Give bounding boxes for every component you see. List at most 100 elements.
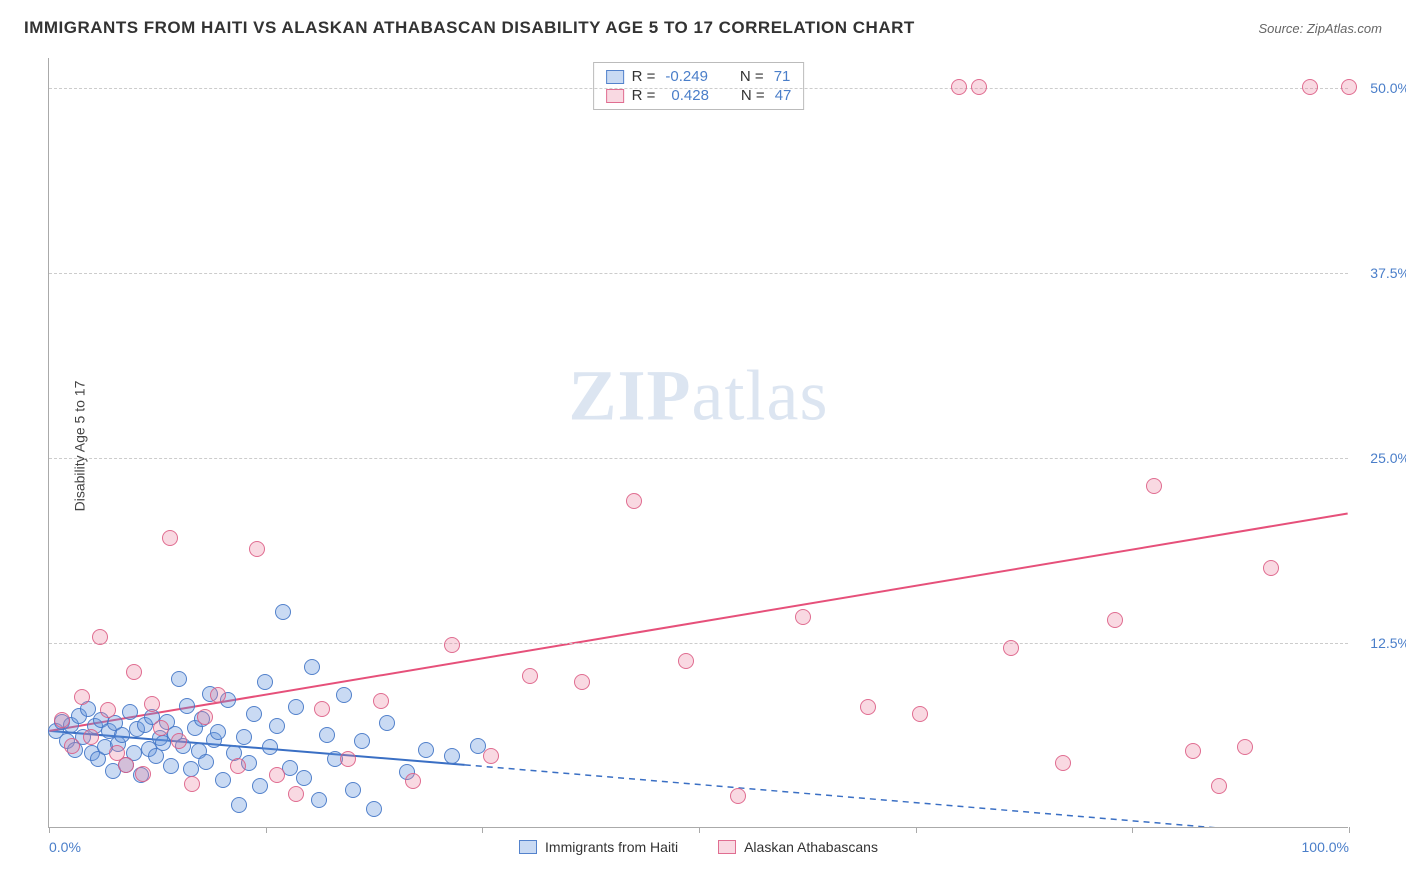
r-label-1: R =	[632, 87, 656, 104]
point-athabascan	[1107, 612, 1123, 628]
r-label-0: R =	[632, 68, 656, 85]
point-athabascan	[730, 788, 746, 804]
point-haiti	[215, 772, 231, 788]
point-athabascan	[483, 748, 499, 764]
point-athabascan	[678, 653, 694, 669]
point-haiti	[252, 778, 268, 794]
point-haiti	[336, 687, 352, 703]
point-athabascan	[54, 712, 70, 728]
bottom-legend: Immigrants from Haiti Alaskan Athabascan…	[49, 839, 1348, 855]
point-athabascan	[373, 693, 389, 709]
point-haiti	[257, 674, 273, 690]
r-value-1: 0.428	[671, 87, 709, 104]
point-haiti	[269, 718, 285, 734]
point-haiti	[114, 727, 130, 743]
xtick-label: 100.0%	[1302, 839, 1349, 855]
point-athabascan	[522, 668, 538, 684]
point-athabascan	[162, 530, 178, 546]
point-athabascan	[249, 541, 265, 557]
legend-label-0: Immigrants from Haiti	[545, 839, 678, 855]
point-athabascan	[314, 701, 330, 717]
source-value: ZipAtlas.com	[1307, 21, 1382, 36]
n-label-1: N =	[741, 87, 765, 104]
point-haiti	[236, 729, 252, 745]
point-haiti	[275, 604, 291, 620]
point-athabascan	[288, 786, 304, 802]
swatch-blue	[606, 70, 624, 84]
point-haiti	[319, 727, 335, 743]
point-haiti	[288, 699, 304, 715]
point-athabascan	[1237, 739, 1253, 755]
point-athabascan	[135, 766, 151, 782]
point-haiti	[345, 782, 361, 798]
point-haiti	[304, 659, 320, 675]
stats-row-series-0: R = -0.249 N = 71	[606, 67, 792, 86]
point-athabascan	[912, 706, 928, 722]
n-value-0: 71	[774, 68, 791, 85]
point-haiti	[366, 801, 382, 817]
point-athabascan	[860, 699, 876, 715]
point-athabascan	[340, 751, 356, 767]
point-athabascan	[971, 79, 987, 95]
point-athabascan	[1055, 755, 1071, 771]
point-athabascan	[83, 729, 99, 745]
point-haiti	[183, 761, 199, 777]
point-athabascan	[444, 637, 460, 653]
gridline-h	[49, 273, 1348, 274]
point-athabascan	[269, 767, 285, 783]
point-athabascan	[1003, 640, 1019, 656]
point-athabascan	[118, 757, 134, 773]
point-athabascan	[92, 629, 108, 645]
point-haiti	[179, 698, 195, 714]
point-athabascan	[1211, 778, 1227, 794]
stats-row-series-1: R = 0.428 N = 47	[606, 86, 792, 105]
point-athabascan	[1263, 560, 1279, 576]
point-athabascan	[1302, 79, 1318, 95]
xtick	[49, 827, 50, 833]
point-athabascan	[64, 738, 80, 754]
xtick	[916, 827, 917, 833]
watermark: ZIPatlas	[569, 355, 829, 438]
point-haiti	[163, 758, 179, 774]
point-haiti	[246, 706, 262, 722]
point-athabascan	[126, 664, 142, 680]
point-athabascan	[153, 720, 169, 736]
point-haiti	[444, 748, 460, 764]
n-value-1: 47	[775, 87, 792, 104]
point-athabascan	[1146, 478, 1162, 494]
chart-plot-area: ZIPatlas R = -0.249 N = 71 R = 0.428 N =…	[48, 58, 1348, 828]
swatch-pink	[606, 89, 624, 103]
point-athabascan	[144, 696, 160, 712]
point-athabascan	[197, 709, 213, 725]
point-athabascan	[1341, 79, 1357, 95]
ytick-label: 37.5%	[1370, 265, 1406, 281]
xtick	[482, 827, 483, 833]
stats-legend: R = -0.249 N = 71 R = 0.428 N = 47	[593, 62, 805, 110]
point-athabascan	[626, 493, 642, 509]
source-label: Source: ZipAtlas.com	[1258, 20, 1382, 38]
trend-lines	[49, 58, 1348, 827]
xtick-label: 0.0%	[49, 839, 81, 855]
point-athabascan	[171, 733, 187, 749]
r-value-0: -0.249	[665, 68, 708, 85]
xtick	[1132, 827, 1133, 833]
gridline-h	[49, 88, 1348, 89]
point-athabascan	[210, 687, 226, 703]
point-athabascan	[184, 776, 200, 792]
legend-label-1: Alaskan Athabascans	[744, 839, 878, 855]
point-athabascan	[795, 609, 811, 625]
xtick	[1349, 827, 1350, 833]
gridline-h	[49, 643, 1348, 644]
point-haiti	[296, 770, 312, 786]
point-haiti	[210, 724, 226, 740]
ytick-label: 50.0%	[1370, 80, 1406, 96]
ytick-label: 12.5%	[1370, 635, 1406, 651]
watermark-atlas: atlas	[692, 356, 829, 436]
point-athabascan	[574, 674, 590, 690]
point-haiti	[198, 754, 214, 770]
point-athabascan	[1185, 743, 1201, 759]
ytick-label: 25.0%	[1370, 450, 1406, 466]
point-athabascan	[951, 79, 967, 95]
point-haiti	[231, 797, 247, 813]
point-haiti	[122, 704, 138, 720]
